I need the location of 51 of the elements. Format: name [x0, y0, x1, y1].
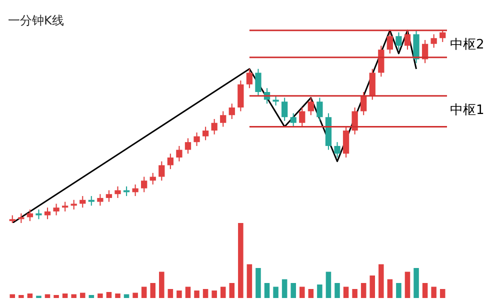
bar [343, 286, 349, 298]
bar [229, 283, 235, 298]
bar [334, 283, 340, 298]
bar [404, 272, 410, 298]
bar [168, 289, 174, 298]
bar [220, 286, 226, 298]
bar [18, 295, 24, 298]
bar [414, 268, 419, 298]
bar [27, 294, 33, 298]
bar [80, 292, 86, 298]
bar [352, 289, 358, 298]
bar [150, 283, 156, 298]
bar [202, 289, 208, 298]
bar [185, 286, 191, 298]
bar [71, 294, 76, 298]
bar [431, 286, 436, 298]
bar [387, 279, 393, 298]
bar [132, 292, 138, 298]
ref-line-label: 中枢1 [450, 102, 484, 118]
bar [290, 283, 296, 298]
bar [317, 284, 322, 298]
bar [256, 268, 261, 298]
bar [141, 286, 147, 298]
bar [396, 283, 402, 298]
bar [326, 272, 332, 298]
bar [62, 294, 68, 298]
bar [194, 290, 200, 298]
bar [378, 264, 384, 298]
bar [273, 286, 278, 298]
bar [98, 294, 103, 298]
bar [106, 292, 112, 298]
candlestick [114, 186, 121, 198]
bar [115, 294, 120, 298]
bar [212, 290, 217, 298]
bar [238, 223, 244, 298]
bar [282, 279, 288, 298]
bar [264, 283, 270, 298]
bar [440, 289, 446, 298]
bar [360, 283, 366, 298]
bar [308, 289, 314, 298]
bar [159, 272, 164, 298]
chart-title: 一分钟K线 [8, 13, 64, 28]
bar [176, 290, 182, 298]
bar [246, 264, 252, 298]
bar [88, 295, 94, 298]
candlestick [36, 210, 42, 220]
bar [422, 283, 428, 298]
ref-line-label: 中枢2 [450, 37, 484, 52]
bar [54, 295, 59, 298]
bar [299, 286, 305, 298]
bar [370, 276, 376, 298]
